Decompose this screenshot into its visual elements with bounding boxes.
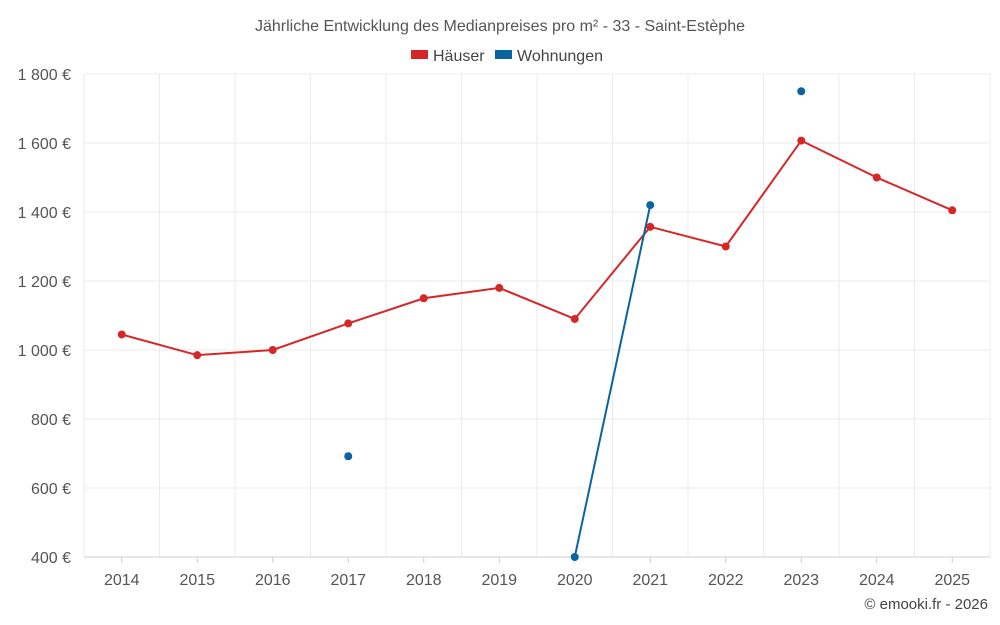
- data-point[interactable]: [344, 452, 353, 461]
- series-haeuser: [117, 136, 957, 360]
- y-tick-label: 1 800 €: [18, 67, 71, 84]
- x-tick-label: 2020: [557, 572, 593, 589]
- data-point[interactable]: [495, 283, 504, 292]
- x-tick-label: 2019: [481, 572, 517, 589]
- x-tick-label: 2018: [406, 572, 442, 589]
- series-line: [573, 204, 652, 558]
- data-point[interactable]: [872, 173, 881, 182]
- x-axis: 2014 2015 2016 2017 2018 2019 2020 2021 2022 2023…: [104, 557, 970, 589]
- legend-swatch: [411, 50, 428, 59]
- y-tick-label: 400 €: [31, 550, 71, 567]
- chart-title: Jährliche Entwicklung des Medianpreises …: [255, 18, 745, 35]
- legend-swatch: [495, 50, 512, 59]
- y-tick-label: 1 600 €: [18, 136, 71, 153]
- credit-text: © emooki.fr - 2026: [864, 596, 988, 613]
- x-tick-label: 2015: [179, 572, 215, 589]
- legend-item[interactable]: Häuser: [411, 48, 485, 65]
- y-tick-label: 1 200 €: [18, 274, 71, 291]
- x-tick-label: 2021: [632, 572, 668, 589]
- y-tick-label: 800 €: [31, 412, 71, 429]
- grid: [83, 73, 991, 558]
- y-tick-label: 1 000 €: [18, 343, 71, 360]
- x-tick-label: 2025: [934, 572, 970, 589]
- legend-item[interactable]: Wohnungen: [495, 48, 603, 65]
- x-tick-label: 2016: [255, 572, 291, 589]
- series-group: [117, 87, 957, 561]
- data-point[interactable]: [721, 242, 730, 251]
- legend-label: Wohnungen: [517, 48, 603, 65]
- data-point[interactable]: [117, 330, 126, 339]
- y-tick-label: 1 400 €: [18, 205, 71, 222]
- data-point[interactable]: [797, 136, 806, 145]
- data-point[interactable]: [344, 319, 353, 328]
- series-line: [121, 139, 953, 357]
- data-point[interactable]: [646, 222, 655, 231]
- x-tick-label: 2024: [859, 572, 895, 589]
- series-wohnungen: [344, 87, 806, 561]
- x-tick-label: 2014: [104, 572, 140, 589]
- data-point[interactable]: [570, 314, 579, 323]
- legend-label: Häuser: [433, 48, 485, 65]
- data-point[interactable]: [193, 351, 202, 360]
- y-axis: 400 € 600 € 800 € 1 000 € 1 200 € 1 400 € 1 60…: [18, 67, 71, 567]
- data-point[interactable]: [646, 201, 655, 210]
- x-tick-label: 2022: [708, 572, 744, 589]
- data-point[interactable]: [570, 553, 579, 561]
- data-point[interactable]: [268, 346, 277, 354]
- data-point[interactable]: [948, 206, 957, 215]
- data-point[interactable]: [419, 294, 428, 303]
- y-tick-label: 600 €: [31, 481, 71, 498]
- x-tick-label: 2017: [330, 572, 366, 589]
- legend: Häuser Wohnungen: [411, 48, 603, 65]
- data-point[interactable]: [797, 87, 806, 96]
- x-tick-label: 2023: [783, 572, 819, 589]
